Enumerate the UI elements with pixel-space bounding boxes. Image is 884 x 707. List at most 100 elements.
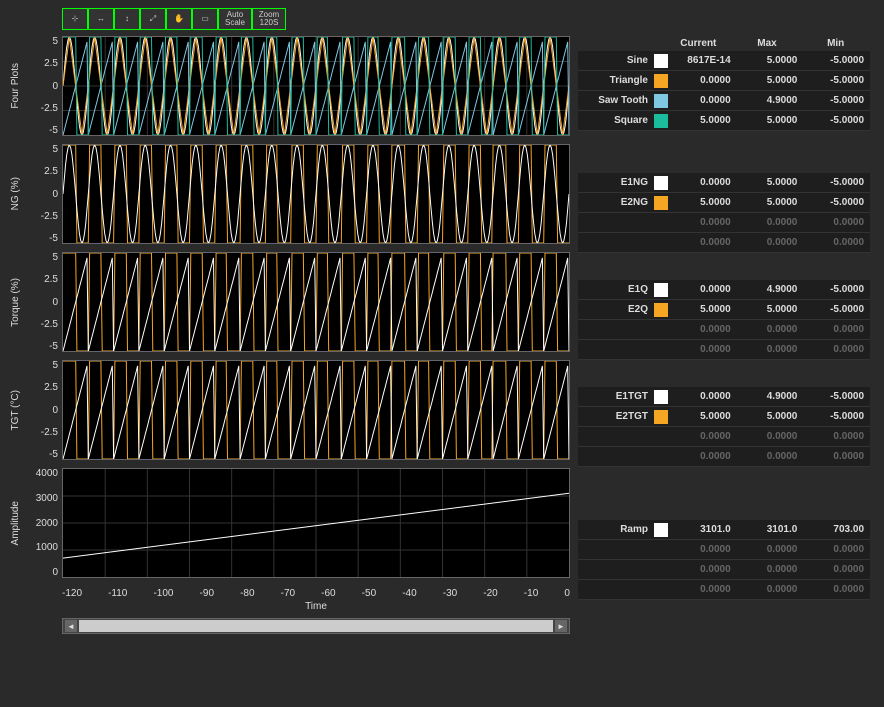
ylabel-four-plots: Four Plots (10, 63, 21, 109)
plot-canvas-ng[interactable] (62, 144, 570, 244)
xtick: -80 (240, 588, 254, 599)
cell-max: 4.9000 (737, 391, 804, 402)
zoomx-tool[interactable]: ↔ (88, 8, 114, 30)
plot-canvas-amplitude[interactable] (62, 468, 570, 578)
scroll-track[interactable] (79, 620, 553, 632)
cell-min: 0.0000 (803, 451, 870, 462)
cell-max: 5.0000 (737, 55, 804, 66)
scroll-left-icon[interactable]: ◄ (65, 620, 77, 632)
cell-max: 5.0000 (737, 177, 804, 188)
cell-current: 0.0000 (670, 237, 737, 248)
row-label: E2NG (578, 197, 652, 208)
plot-canvas-four-plots[interactable] (62, 36, 570, 136)
cell-max: 0.0000 (737, 564, 804, 575)
pan-tool[interactable]: ✋ (166, 8, 192, 30)
color-swatch (654, 114, 668, 128)
ytick: 2000 (22, 518, 58, 529)
plot-canvas-tgt[interactable] (62, 360, 570, 460)
ytick: 2.5 (22, 58, 58, 69)
xtick: -90 (200, 588, 214, 599)
cell-current: 5.0000 (670, 304, 737, 315)
row-label: E1TGT (578, 391, 652, 402)
cell-max: 0.0000 (737, 324, 804, 335)
color-swatch (654, 176, 668, 190)
cell-max: 3101.0 (737, 524, 804, 535)
row-label: E2Q (578, 304, 652, 315)
ytick: -2.5 (22, 427, 58, 438)
cell-min: -5.0000 (803, 284, 870, 295)
plot-tgt: TGT (°C)52.50-2.5-5 (8, 360, 570, 460)
table-row: Saw Tooth0.00004.9000-5.0000 (578, 91, 870, 111)
row-label: E1Q (578, 284, 652, 295)
xtick: -70 (281, 588, 295, 599)
ylabel-tgt: TGT (°C) (10, 390, 21, 430)
ytick: 4000 (22, 468, 58, 479)
table-row: E2Q5.00005.0000-5.0000 (578, 300, 870, 320)
color-swatch (654, 563, 668, 577)
cell-current: 5.0000 (670, 411, 737, 422)
x-axis-label: Time (8, 601, 570, 612)
color-swatch (654, 583, 668, 597)
cell-current: 0.0000 (670, 177, 737, 188)
cell-min: 703.00 (803, 524, 870, 535)
xtick: -120 (62, 588, 82, 599)
color-swatch (654, 323, 668, 337)
color-swatch (654, 54, 668, 68)
row-label: Ramp (578, 524, 652, 535)
scroll-right-icon[interactable]: ► (555, 620, 567, 632)
table-row: E1Q0.00004.9000-5.0000 (578, 280, 870, 300)
cell-min: -5.0000 (803, 177, 870, 188)
xtick: -110 (108, 588, 127, 599)
plot-canvas-torque[interactable] (62, 252, 570, 352)
cell-current: 3101.0 (670, 524, 737, 535)
ytick: 3000 (22, 493, 58, 504)
cell-current: 0.0000 (670, 217, 737, 228)
cell-current: 0.0000 (670, 324, 737, 335)
legend-group-0: Sine8617E-145.0000-5.0000Triangle0.00005… (578, 51, 870, 131)
cursor-tool[interactable]: ⊹ (62, 8, 88, 30)
xtick: -40 (402, 588, 416, 599)
cell-max: 4.9000 (737, 284, 804, 295)
table-row: E2TGT5.00005.0000-5.0000 (578, 407, 870, 427)
zoomy-tool[interactable]: ↕ (114, 8, 140, 30)
plot-torque: Torque (%)52.50-2.5-5 (8, 252, 570, 352)
time-scrollbar[interactable]: ◄► (62, 618, 570, 634)
autoscale-tool[interactable]: Auto Scale (218, 8, 252, 30)
color-swatch (654, 94, 668, 108)
zoomxy-tool[interactable]: ⤢ (140, 8, 166, 30)
table-row: 0.00000.00000.0000 (578, 540, 870, 560)
table-header-cell: Min (801, 36, 870, 51)
table-row: E1NG0.00005.0000-5.0000 (578, 173, 870, 193)
cell-min: 0.0000 (803, 584, 870, 595)
zoomrect-tool[interactable]: ▭ (192, 8, 218, 30)
cell-max: 0.0000 (737, 584, 804, 595)
ytick: 0 (22, 405, 58, 416)
table-header: CurrentMaxMin (578, 36, 870, 51)
ytick: 0 (22, 567, 58, 578)
color-swatch (654, 216, 668, 230)
cell-max: 5.0000 (737, 197, 804, 208)
cell-current: 0.0000 (670, 95, 737, 106)
cell-min: -5.0000 (803, 304, 870, 315)
cell-current: 0.0000 (670, 431, 737, 442)
cell-max: 0.0000 (737, 344, 804, 355)
table-row: 0.00000.00000.0000 (578, 427, 870, 447)
xtick: -100 (153, 588, 173, 599)
cell-current: 5.0000 (670, 197, 737, 208)
xtick: 0 (564, 588, 570, 599)
cell-current: 0.0000 (670, 564, 737, 575)
legend-tables: CurrentMaxMinSine8617E-145.0000-5.0000Tr… (578, 36, 870, 634)
cell-max: 5.0000 (737, 304, 804, 315)
table-row: 0.00000.00000.0000 (578, 320, 870, 340)
cell-current: 0.0000 (670, 391, 737, 402)
legend-group-3: E1TGT0.00004.9000-5.0000E2TGT5.00005.000… (578, 387, 870, 467)
cell-min: -5.0000 (803, 95, 870, 106)
color-swatch (654, 450, 668, 464)
zoom120-tool[interactable]: Zoom 120S (252, 8, 286, 30)
color-swatch (654, 196, 668, 210)
ytick: 5 (22, 360, 58, 371)
cell-max: 5.0000 (737, 115, 804, 126)
legend-group-1: E1NG0.00005.0000-5.0000E2NG5.00005.0000-… (578, 173, 870, 253)
ytick: 0 (22, 297, 58, 308)
color-swatch (654, 343, 668, 357)
